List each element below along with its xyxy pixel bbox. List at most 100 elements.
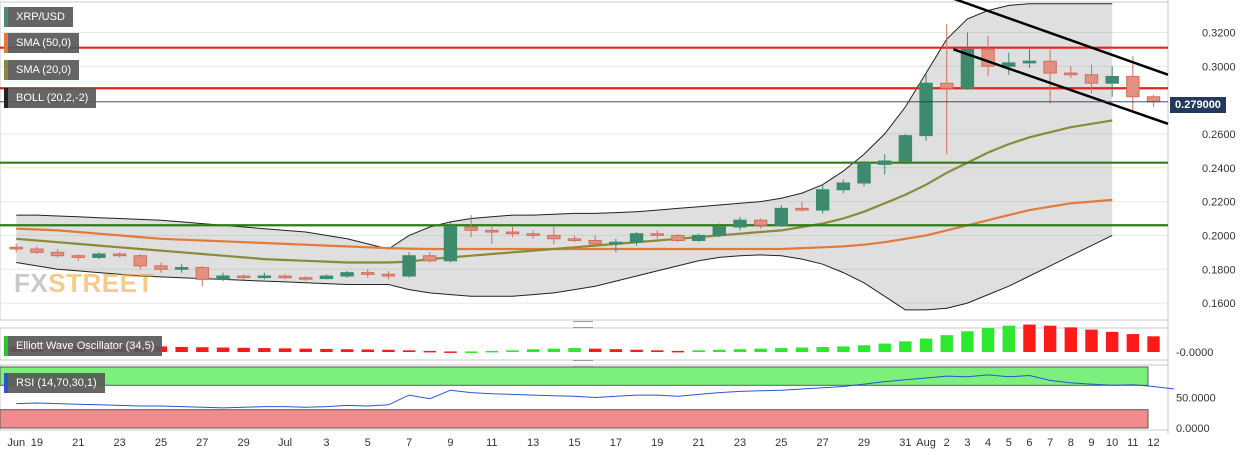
rsi-line xyxy=(16,374,1175,409)
candle-body-49 xyxy=(1022,60,1037,64)
x-tick-6: 29 xyxy=(238,437,250,449)
x-tick-18: 23 xyxy=(734,437,746,449)
ewo-bar-37 xyxy=(775,348,788,352)
x-tick-26: 4 xyxy=(985,437,991,449)
boll-band-fill xyxy=(16,3,1113,310)
candle-body-2 xyxy=(50,251,65,257)
x-tick-31: 9 xyxy=(1088,437,1094,449)
price-tick-3: 0.2200 xyxy=(1202,197,1236,209)
ewo-bar-33 xyxy=(692,350,705,352)
candle-body-35 xyxy=(733,219,747,228)
ewo-bar-36 xyxy=(754,348,767,352)
ewo-bar-43 xyxy=(899,341,912,352)
legend-ewo-swatch xyxy=(4,336,8,356)
boll-upper-line xyxy=(16,3,1113,250)
ewo-bar-47 xyxy=(981,327,995,352)
candle-body-32 xyxy=(671,234,685,242)
ewo-bar-17 xyxy=(361,349,374,352)
ewo-bar-32 xyxy=(671,350,685,353)
candle-body-15 xyxy=(319,275,334,280)
candle-body-23 xyxy=(485,229,499,233)
legend-ewo-text: Elliott Wave Oscillator (34,5) xyxy=(16,340,155,352)
ewo-bar-25 xyxy=(526,349,540,352)
x-tick-5: 27 xyxy=(196,437,208,449)
x-tick-23: Aug xyxy=(916,437,936,449)
ewo-bar-26 xyxy=(547,348,561,352)
x-tick-14: 15 xyxy=(568,437,580,449)
ewo-bar-10 xyxy=(216,347,230,352)
candle-body-21 xyxy=(443,226,458,262)
ewo-bar-29 xyxy=(609,349,623,352)
ewo-tick: -0.0000 xyxy=(1176,347,1213,359)
x-tick-16: 19 xyxy=(651,437,663,449)
ewo-bar-18 xyxy=(382,349,395,352)
rsi-tick-1: 0.0000 xyxy=(1176,423,1210,435)
candle-body-24 xyxy=(505,231,520,235)
ewo-bar-48 xyxy=(1002,325,1015,352)
price-tick-0: 0.1600 xyxy=(1202,298,1236,310)
candle-body-38 xyxy=(795,207,809,211)
candle-body-37 xyxy=(774,207,789,226)
candle-body-46 xyxy=(960,48,975,89)
price-tick-6: 0.3000 xyxy=(1202,61,1236,73)
candle-body-54 xyxy=(1126,75,1140,98)
candle-body-10 xyxy=(216,275,230,280)
legend-symbol-text: XRP/USD xyxy=(16,11,65,23)
candle-body-0 xyxy=(9,246,23,250)
legend-ewo[interactable]: Elliott Wave Oscillator (34,5) xyxy=(4,336,163,356)
candle-body-31 xyxy=(650,233,664,236)
candle-body-19 xyxy=(402,255,416,277)
x-tick-13: 13 xyxy=(527,437,539,449)
candle-body-17 xyxy=(361,272,375,275)
x-tick-27: 5 xyxy=(1006,437,1012,449)
legend-boll[interactable]: BOLL (20,2,-2) xyxy=(4,88,97,108)
candle-body-51 xyxy=(1064,72,1078,76)
ewo-bar-11 xyxy=(237,347,250,352)
current-price-tag: 0.279000 xyxy=(1170,97,1226,113)
candle-body-12 xyxy=(257,275,272,279)
candle-body-30 xyxy=(629,233,644,243)
candle-body-45 xyxy=(940,82,954,89)
ewo-bar-24 xyxy=(506,350,519,352)
ewo-bar-39 xyxy=(816,346,829,352)
candle-body-34 xyxy=(712,226,726,236)
ewo-bar-14 xyxy=(299,348,312,352)
legend-sma50[interactable]: SMA (50,0) xyxy=(4,33,80,53)
x-tick-29: 7 xyxy=(1047,437,1053,449)
candle-body-27 xyxy=(567,238,582,242)
candle-body-55 xyxy=(1146,96,1161,103)
candle-body-42 xyxy=(878,160,892,165)
candle-body-20 xyxy=(423,255,437,262)
ewo-bar-41 xyxy=(857,345,871,352)
x-tick-0: Jun xyxy=(7,437,25,449)
x-tick-30: 8 xyxy=(1068,437,1074,449)
candle-body-36 xyxy=(753,219,768,226)
candle-body-53 xyxy=(1105,75,1119,84)
ewo-bar-31 xyxy=(651,350,664,352)
ewo-bar-53 xyxy=(1105,331,1119,352)
candle-body-4 xyxy=(92,253,106,258)
x-tick-7: Jul xyxy=(278,437,292,449)
legend-sma20[interactable]: SMA (20,0) xyxy=(4,60,80,80)
legend-boll-text: BOLL (20,2,-2) xyxy=(16,92,89,104)
x-tick-34: 12 xyxy=(1147,437,1159,449)
candle-body-8 xyxy=(174,267,189,270)
x-tick-24: 2 xyxy=(944,437,950,449)
ewo-bar-9 xyxy=(196,347,209,352)
legend-rsi[interactable]: RSI (14,70,30,1) xyxy=(4,373,105,393)
candle-body-1 xyxy=(30,248,44,253)
pane-resize-handle-2[interactable] xyxy=(573,360,593,367)
x-tick-25: 3 xyxy=(964,437,970,449)
price-tick-1: 0.1800 xyxy=(1202,264,1236,276)
candle-body-16 xyxy=(340,272,354,277)
candle-body-18 xyxy=(381,273,396,277)
candle-body-50 xyxy=(1043,60,1057,74)
x-tick-33: 11 xyxy=(1127,437,1138,449)
x-tick-3: 23 xyxy=(113,437,125,449)
x-tick-10: 7 xyxy=(406,437,412,449)
pane-resize-handle-1[interactable] xyxy=(573,321,593,328)
ewo-bar-20 xyxy=(423,350,436,353)
legend-symbol[interactable]: XRP/USD xyxy=(4,7,73,27)
legend-sma20-swatch xyxy=(4,60,8,80)
candle-body-25 xyxy=(526,233,540,236)
